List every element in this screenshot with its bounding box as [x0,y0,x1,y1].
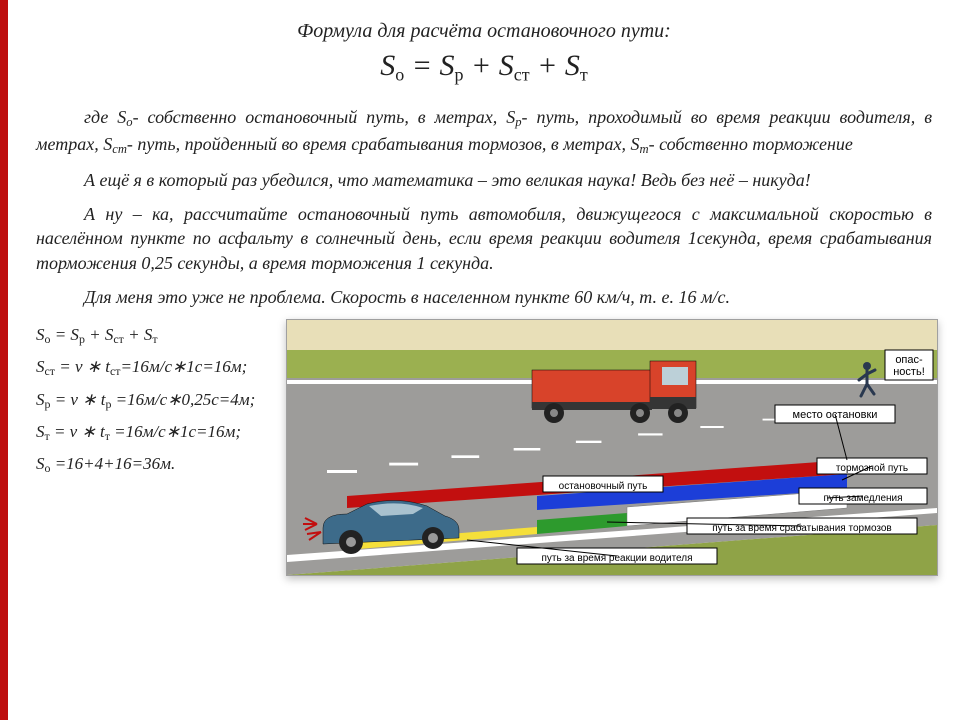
svg-text:опас-: опас- [895,354,923,366]
calc-line-3: Sр = v ∗ tр =16м/с∗0,25с=4м; [36,384,286,416]
speed-paragraph: Для меня это уже не проблема. Скорость в… [36,285,932,309]
remark-paragraph: А ещё я в который раз убедился, что мате… [36,168,932,192]
svg-text:остановочный путь: остановочный путь [559,481,648,492]
calc-line-2: Sст = v ∗ tст=16м/с∗1с=16м; [36,351,286,383]
diagram-wrap: опас-ность!место остановкиостановочный п… [286,319,938,576]
svg-text:путь замедления: путь замедления [823,493,902,504]
svg-text:ность!: ность! [893,366,925,378]
slide-page: Формула для расчёта остановочного пути: … [0,0,960,720]
definition-paragraph: где Sо- собственно остановочный путь, в … [36,105,932,157]
stopping-distance-diagram: опас-ность!место остановкиостановочный п… [286,319,938,576]
road-svg: опас-ность!место остановкиостановочный п… [287,320,937,575]
lower-section: Sо = Sр + Sст + Sт Sст = v ∗ tст=16м/с∗1… [36,319,932,576]
calc-line-1: Sо = Sр + Sст + Sт [36,319,286,351]
svg-text:тормозной путь: тормозной путь [836,463,908,474]
svg-text:путь за время срабатывания тор: путь за время срабатывания тормозов [712,522,891,534]
task-paragraph: А ну – ка, рассчитайте остановочный путь… [36,202,932,275]
page-title: Формула для расчёта остановочного пути: [36,20,932,43]
main-formula: Sо = Sр + Sст + Sт [36,49,932,85]
svg-text:путь за время реакции водителя: путь за время реакции водителя [541,553,692,564]
calc-line-5: Sо =16+4+16=36м. [36,448,286,480]
calculation-block: Sо = Sр + Sст + Sт Sст = v ∗ tст=16м/с∗1… [36,319,286,576]
calc-line-4: Sт = v ∗ tт =16м/с∗1с=16м; [36,416,286,448]
